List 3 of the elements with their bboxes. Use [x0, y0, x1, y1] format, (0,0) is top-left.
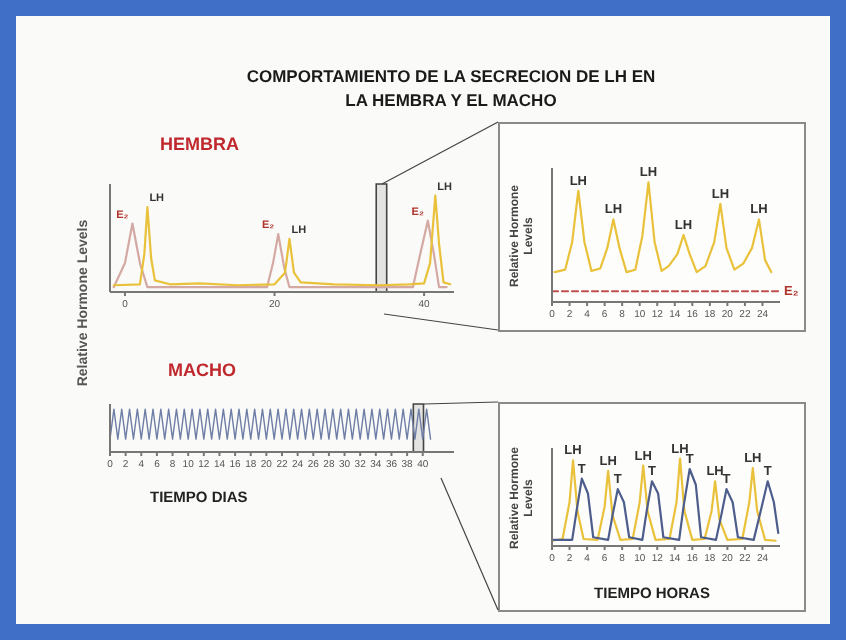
chart-subtitle: MACHO	[168, 360, 236, 380]
chart-subtitle: HEMBRA	[160, 134, 239, 154]
chart-title: COMPORTAMIENTO DE LA SECRECION DE LH EN LA HEMBRA Y EL MACHO	[244, 64, 658, 112]
